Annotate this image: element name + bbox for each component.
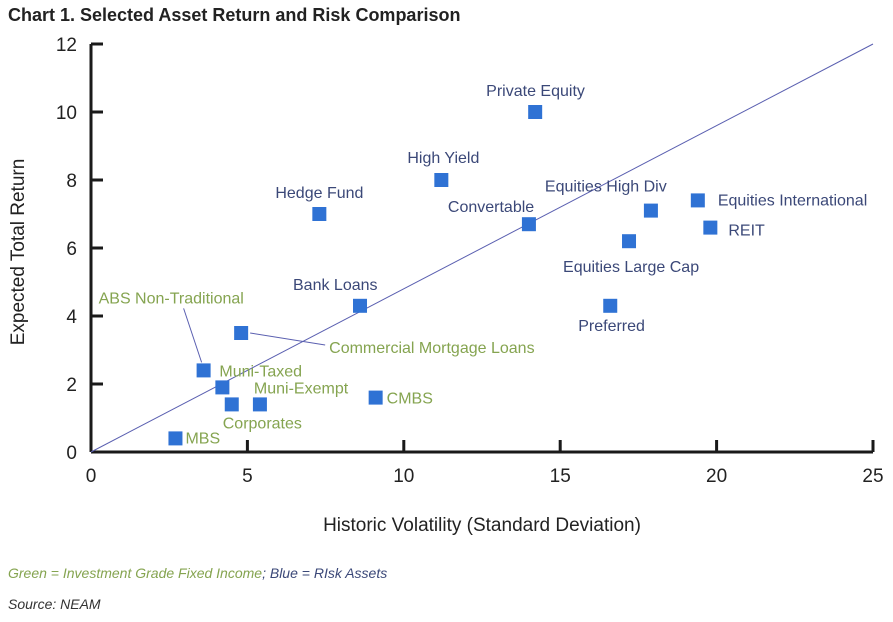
data-label: Equities High Div (545, 179, 667, 196)
data-label: Preferred (578, 318, 645, 335)
y-tick-label: 8 (66, 171, 77, 192)
data-point (168, 431, 183, 446)
data-label: Equities Large Cap (563, 259, 699, 276)
data-label: Muni-Taxed (219, 363, 302, 380)
data-label: MBS (185, 430, 220, 447)
data-point (252, 397, 267, 412)
data-label: Bank Loans (293, 277, 378, 294)
data-point (353, 298, 368, 313)
data-label: Private Equity (486, 83, 585, 100)
legend-green-text: Green = Investment Grade Fixed Income (8, 565, 263, 581)
data-point (643, 203, 658, 218)
data-point (224, 397, 239, 412)
data-point (690, 193, 705, 208)
data-point (368, 390, 383, 405)
legend-separator: ; (262, 565, 266, 581)
data-label: Muni-Exempt (254, 380, 349, 397)
y-tick-label: 12 (56, 35, 77, 56)
data-label: Corporates (223, 415, 302, 432)
x-tick-label: 15 (550, 466, 571, 487)
x-axis-label: Historic Volatility (Standard Deviation) (323, 515, 641, 536)
data-point (528, 105, 543, 119)
data-label: REIT (728, 223, 765, 240)
data-label: Convertable (448, 199, 534, 216)
y-tick-label: 4 (66, 307, 77, 328)
x-tick-label: 5 (242, 466, 253, 487)
data-point (312, 207, 327, 221)
x-tick-label: 20 (706, 466, 727, 487)
data-point (622, 234, 637, 249)
data-point (521, 217, 536, 232)
data-point (234, 326, 249, 340)
legend-blue-text: Blue = RIsk Assets (265, 565, 388, 581)
data-label: CMBS (387, 391, 433, 408)
color-legend-note: Green = Investment Grade Fixed Income; B… (8, 565, 387, 581)
data-point (703, 220, 718, 235)
y-tick-label: 2 (66, 375, 77, 396)
reference-line (90, 43, 874, 453)
x-tick-label: 25 (862, 466, 883, 487)
data-label: Hedge Fund (275, 185, 363, 202)
data-point (434, 173, 449, 187)
data-label: Equities International (718, 192, 867, 209)
y-tick-label: 10 (56, 103, 77, 124)
source-note: Source: NEAM (8, 596, 101, 612)
data-point (215, 380, 230, 395)
data-label: ABS Non-Traditional (99, 290, 244, 307)
data-label: Commercial Mortgage Loans (329, 340, 534, 357)
chart-title: Chart 1. Selected Asset Return and Risk … (8, 5, 461, 25)
leader-line (250, 332, 326, 346)
x-tick-label: 10 (393, 466, 414, 487)
data-label: High Yield (407, 150, 479, 167)
data-point (603, 298, 618, 313)
y-tick-label: 0 (66, 443, 77, 464)
y-axis-label: Expected Total Return (8, 159, 29, 346)
y-tick-label: 6 (66, 239, 77, 260)
x-tick-label: 0 (86, 466, 97, 487)
leader-line (183, 308, 203, 363)
data-point (196, 363, 211, 378)
